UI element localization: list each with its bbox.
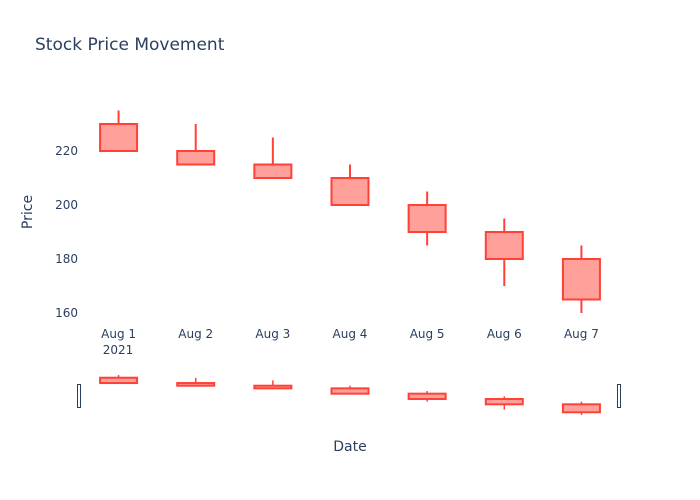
- range-slider-right-handle[interactable]: [617, 384, 621, 408]
- y-tick-label: 220: [55, 144, 78, 158]
- candle-body: [176, 150, 216, 166]
- y-tick-label: 180: [55, 252, 78, 266]
- chart-title: Stock Price Movement: [35, 35, 225, 55]
- mini-candle-body: [484, 397, 524, 406]
- x-tick-label: Aug 3: [255, 327, 290, 341]
- mini-candle: [407, 391, 447, 402]
- x-axis-label: Date: [333, 439, 366, 455]
- mini-candle: [253, 380, 293, 390]
- x-axis-ticks: Aug 1 Aug 2 Aug 3 Aug 4 Aug 5 Aug 6 Aug 7: [101, 327, 599, 341]
- mini-candle-body: [561, 403, 601, 414]
- x-tick-label: Aug 1: [101, 327, 136, 341]
- candle: [253, 137, 293, 179]
- mini-candle: [330, 385, 370, 395]
- candle: [561, 245, 601, 313]
- range-slider-left-handle[interactable]: [77, 384, 81, 408]
- mini-candle-body: [407, 392, 447, 400]
- x-year-label: 2021: [103, 343, 134, 357]
- candle-body: [407, 204, 447, 233]
- mini-candle-body: [330, 387, 370, 395]
- x-tick-label: Aug 6: [487, 327, 522, 341]
- range-slider[interactable]: [77, 375, 621, 415]
- x-tick-label: Aug 5: [410, 327, 445, 341]
- candle: [407, 191, 447, 246]
- mini-candle: [99, 375, 139, 385]
- candle-body: [99, 123, 139, 152]
- x-tick-label: Aug 7: [564, 327, 599, 341]
- y-tick-label: 160: [55, 306, 78, 320]
- candle-body: [561, 258, 601, 301]
- candle: [99, 110, 139, 152]
- candle-body: [330, 177, 370, 206]
- y-tick-label: 200: [55, 198, 78, 212]
- mini-candle-body: [99, 376, 139, 385]
- x-tick-label: Aug 4: [333, 327, 368, 341]
- candle: [176, 124, 216, 166]
- mini-candle: [176, 377, 216, 387]
- y-axis-ticks: 160 180 200 220: [55, 144, 78, 320]
- mini-candle: [561, 401, 601, 415]
- candle: [330, 164, 370, 206]
- mini-candle-body: [253, 384, 293, 390]
- candle-body: [253, 163, 293, 179]
- range-slider-mini-candles: [99, 375, 601, 415]
- y-axis-label: Price: [20, 195, 36, 229]
- x-tick-label: Aug 2: [178, 327, 213, 341]
- candle: [484, 218, 524, 286]
- candle-body: [484, 231, 524, 260]
- candles-layer: [99, 110, 601, 313]
- mini-candle-body: [176, 382, 216, 387]
- mini-candle: [484, 396, 524, 410]
